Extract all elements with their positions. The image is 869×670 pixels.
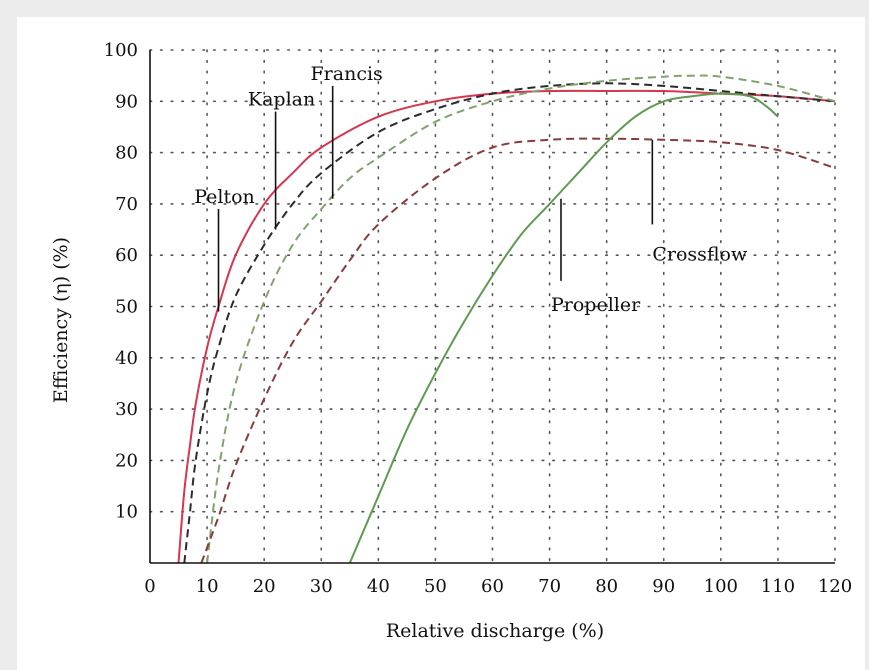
label-pelton: Pelton xyxy=(194,186,255,208)
y-tick-labels: 10 20 30 40 50 60 70 80 90 100 xyxy=(104,40,138,523)
x-tick-label: 70 xyxy=(538,576,561,597)
curve-labels: Pelton Kaplan Francis Crossflow Propeller xyxy=(194,63,748,316)
y-tick-label: 40 xyxy=(115,348,138,369)
series-francis-line xyxy=(206,74,836,564)
label-francis: Francis xyxy=(311,63,383,85)
y-tick-label: 10 xyxy=(115,502,138,523)
label-propeller: Propeller xyxy=(551,294,641,316)
y-tick-label: 30 xyxy=(115,399,138,420)
x-tick-label: 30 xyxy=(310,576,333,597)
grid xyxy=(149,49,836,564)
y-tick-label: 80 xyxy=(115,143,138,164)
x-tick-label: 50 xyxy=(424,576,447,597)
x-tick-label: 0 xyxy=(144,576,155,597)
series-kaplan-line xyxy=(183,82,836,564)
series-pelton-line xyxy=(177,89,836,564)
series-propeller-line xyxy=(348,92,779,564)
y-tick-label: 70 xyxy=(115,194,138,215)
x-tick-label: 90 xyxy=(652,576,675,597)
x-tick-label: 110 xyxy=(761,576,795,597)
x-axis-title: Relative discharge (%) xyxy=(386,620,604,642)
x-tick-label: 60 xyxy=(481,576,504,597)
axes xyxy=(149,50,835,564)
y-axis-title: Efficiency (η) (%) xyxy=(50,237,72,403)
y-tick-label: 100 xyxy=(104,40,138,61)
curves xyxy=(177,74,836,564)
y-tick-label: 90 xyxy=(115,91,138,112)
y-tick-label: 50 xyxy=(115,297,138,318)
x-tick-label: 120 xyxy=(818,576,852,597)
efficiency-chart: 0 10 20 30 40 50 60 70 80 90 100 110 120 10 20 30 40 50 6… xyxy=(50,40,852,642)
label-crossflow: Crossflow xyxy=(652,243,748,265)
label-kaplan: Kaplan xyxy=(248,89,315,111)
y-tick-label: 20 xyxy=(115,450,138,471)
series-crossflow-line xyxy=(200,137,836,564)
x-tick-label: 80 xyxy=(595,576,618,597)
x-tick-label: 20 xyxy=(253,576,276,597)
x-tick-label: 100 xyxy=(704,576,738,597)
y-tick-label: 60 xyxy=(115,245,138,266)
x-tick-labels: 0 10 20 30 40 50 60 70 80 90 100 110 120 xyxy=(144,576,852,597)
chart-panel: 0 10 20 30 40 50 60 70 80 90 100 110 120 10 20 30 40 50 6… xyxy=(17,17,865,670)
x-tick-label: 10 xyxy=(196,576,219,597)
x-tick-label: 40 xyxy=(367,576,390,597)
